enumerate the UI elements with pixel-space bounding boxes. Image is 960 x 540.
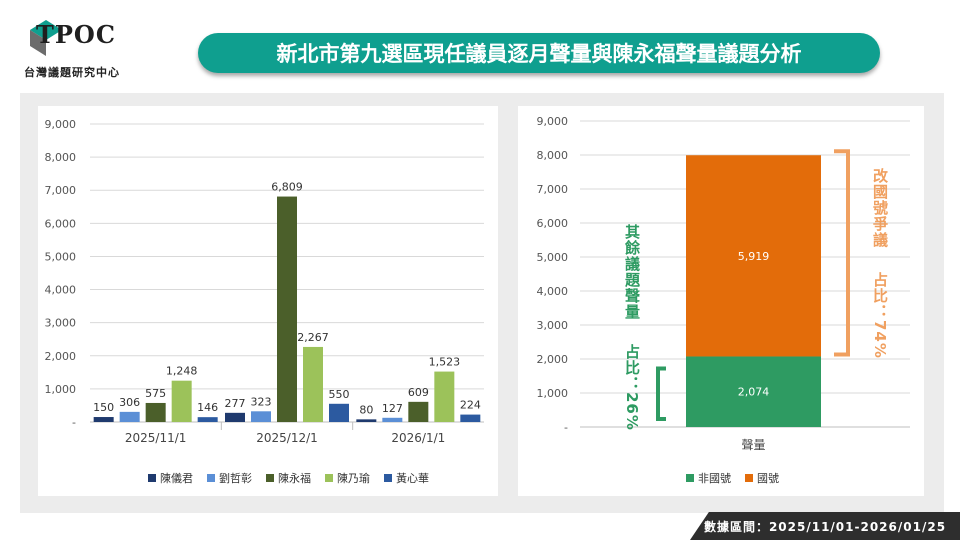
- y-tick-label: 1,000: [45, 383, 77, 396]
- x-category-label: 2026/1/1: [391, 431, 445, 445]
- y-tick-label: 8,000: [537, 149, 569, 162]
- legend-swatch: [686, 474, 694, 482]
- bar-value-label: 127: [382, 402, 403, 415]
- legend-item: 非國號: [686, 470, 731, 486]
- monthly-volume-chart: - 1,000 2,000 3,000 4,000 5,000 6,000 7,000 8,00…: [38, 106, 498, 496]
- bar: [408, 401, 429, 422]
- logo-text: TPOC: [36, 20, 116, 49]
- bar-value-label: 150: [93, 401, 114, 414]
- bar-value-label: 80: [359, 403, 373, 416]
- y-tick-label: 5,000: [45, 250, 77, 263]
- orange-bracket: [834, 149, 850, 357]
- y-tick-label: 2,000: [45, 350, 77, 363]
- bar: [119, 411, 140, 422]
- legend-item: 國號: [745, 470, 779, 486]
- y-tick-label: 4,000: [45, 284, 77, 297]
- y-tick-label: -: [72, 416, 76, 429]
- bar-value-label: 2,267: [297, 331, 329, 344]
- bar-value-label: 323: [251, 395, 272, 408]
- y-tick-label: 4,000: [537, 285, 569, 298]
- stacked-bar-segment: [686, 155, 821, 357]
- bar: [93, 417, 114, 422]
- bar-value-label: 146: [197, 401, 218, 414]
- bar: [145, 402, 166, 422]
- legend-swatch: [266, 474, 274, 482]
- legend-label: 黃心華: [396, 472, 429, 485]
- bar-value-label: 224: [460, 399, 481, 412]
- bar: [434, 371, 455, 422]
- y-tick-label: 9,000: [537, 115, 569, 128]
- legend-swatch: [745, 474, 753, 482]
- monthly-volume-svg: - 1,000 2,000 3,000 4,000 5,000 6,000 7,000 8,00…: [45, 118, 484, 445]
- y-tick-label: 7,000: [45, 184, 77, 197]
- page-title: 新北市第九選區現任議員逐月聲量與陳永福聲量議題分析: [198, 33, 880, 73]
- tpoc-logo: [22, 16, 162, 86]
- bar-value-label: 1,523: [429, 356, 461, 369]
- logo-mark-icon: [30, 20, 62, 56]
- bar: [197, 417, 218, 422]
- topic-share-legend: 非國號 國號: [686, 470, 779, 486]
- green-bracket: [656, 366, 666, 421]
- bar: [329, 403, 349, 422]
- logo-subtitle: 台灣議題研究中心: [24, 66, 120, 79]
- legend-label: 非國號: [698, 472, 731, 485]
- x-category-label: 聲量: [741, 437, 765, 452]
- legend-label: 陳乃瑜: [337, 472, 370, 485]
- y-tick-label: 7,000: [537, 183, 569, 196]
- bar: [460, 414, 481, 422]
- date-range-badge: 數據區間：2025/11/01-2026/01/25: [690, 512, 960, 540]
- national-dispute-label: 改國號爭議: [871, 168, 889, 248]
- legend-swatch: [384, 474, 392, 482]
- other-topics-label: 其餘議題聲量: [623, 224, 641, 320]
- y-tick-label: 5,000: [537, 251, 569, 264]
- segment-value-label: 2,074: [738, 386, 770, 399]
- monthly-volume-legend: 陳儀君 劉哲彰 陳永福 陳乃瑜 黃心華: [148, 470, 429, 486]
- bar-value-label: 1,248: [166, 365, 198, 378]
- bar-value-label: 306: [119, 396, 140, 409]
- legend-swatch: [207, 474, 215, 482]
- y-tick-label: 3,000: [45, 317, 77, 330]
- y-tick-label: 1,000: [537, 387, 569, 400]
- bar: [225, 412, 245, 422]
- x-category-label: 2025/12/1: [256, 431, 318, 445]
- legend-item: 劉哲彰: [207, 470, 252, 486]
- legend-label: 陳儀君: [160, 472, 193, 485]
- bar-value-label: 6,809: [271, 181, 303, 194]
- other-share-label: 占比：26%: [623, 344, 641, 431]
- bar: [382, 417, 403, 422]
- bar: [277, 196, 297, 422]
- y-tick-label: 3,000: [537, 319, 569, 332]
- bar-value-label: 550: [329, 388, 350, 401]
- bar: [251, 411, 271, 422]
- bar: [171, 380, 192, 422]
- bar: [356, 419, 377, 422]
- y-tick-label: 2,000: [537, 353, 569, 366]
- national-share-label: 占比：74%: [871, 272, 889, 359]
- legend-swatch: [148, 474, 156, 482]
- bar-value-label: 609: [408, 386, 429, 399]
- legend-item: 陳儀君: [148, 470, 193, 486]
- x-category-label: 2025/11/1: [125, 431, 187, 445]
- y-tick-label: 9,000: [45, 118, 77, 131]
- y-tick-label: 8,000: [45, 151, 77, 164]
- topic-share-chart: - 1,000 2,000 3,000 4,000 5,000 6,000 7,000 8,00…: [518, 106, 924, 496]
- topic-share-svg: - 1,000 2,000 3,000 4,000 5,000 6,000 7,000 8,00…: [537, 115, 910, 452]
- legend-label: 陳永福: [278, 472, 311, 485]
- stacked-bar-segment: [686, 356, 821, 427]
- y-tick-label: 6,000: [45, 217, 77, 230]
- legend-label: 國號: [757, 472, 779, 485]
- y-tick-label: -: [564, 421, 568, 434]
- legend-item: 黃心華: [384, 470, 429, 486]
- legend-item: 陳永福: [266, 470, 311, 486]
- legend-label: 劉哲彰: [219, 472, 252, 485]
- y-tick-label: 6,000: [537, 217, 569, 230]
- segment-value-label: 5,919: [738, 250, 770, 263]
- legend-item: 陳乃瑜: [325, 470, 370, 486]
- legend-swatch: [325, 474, 333, 482]
- bar-value-label: 575: [145, 387, 166, 400]
- bar-value-label: 277: [225, 397, 246, 410]
- bar: [303, 346, 323, 422]
